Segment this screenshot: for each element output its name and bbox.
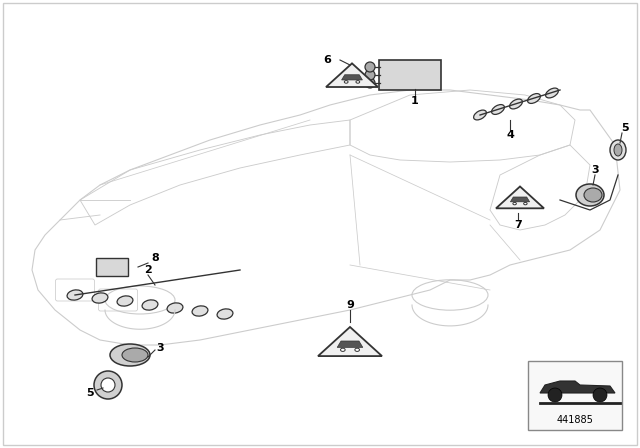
Circle shape [365, 70, 375, 80]
Ellipse shape [117, 296, 133, 306]
Ellipse shape [576, 184, 604, 206]
Circle shape [94, 371, 122, 399]
Circle shape [548, 388, 562, 402]
Polygon shape [511, 197, 530, 202]
Text: 4: 4 [506, 130, 514, 140]
Circle shape [101, 378, 115, 392]
Ellipse shape [142, 300, 158, 310]
Ellipse shape [167, 303, 183, 313]
Polygon shape [496, 186, 544, 208]
Ellipse shape [122, 348, 148, 362]
FancyBboxPatch shape [379, 60, 441, 90]
Ellipse shape [474, 110, 486, 120]
Circle shape [365, 78, 375, 88]
Polygon shape [318, 327, 382, 356]
Ellipse shape [546, 88, 558, 98]
Ellipse shape [509, 99, 522, 109]
Polygon shape [326, 63, 378, 87]
Text: 5: 5 [621, 123, 629, 133]
Ellipse shape [92, 293, 108, 303]
Text: 1: 1 [411, 96, 419, 106]
Ellipse shape [513, 202, 516, 205]
Text: 7: 7 [514, 220, 522, 230]
Ellipse shape [217, 309, 233, 319]
FancyBboxPatch shape [96, 258, 128, 276]
Text: 3: 3 [156, 343, 164, 353]
Ellipse shape [492, 104, 504, 114]
Ellipse shape [610, 140, 626, 160]
Ellipse shape [356, 81, 360, 83]
Circle shape [365, 62, 375, 72]
Text: 6: 6 [323, 55, 331, 65]
Text: 9: 9 [346, 300, 354, 310]
Polygon shape [337, 341, 363, 347]
Text: 5: 5 [86, 388, 94, 398]
Ellipse shape [524, 202, 527, 205]
Ellipse shape [67, 290, 83, 300]
Circle shape [593, 388, 607, 402]
Ellipse shape [340, 348, 345, 351]
FancyBboxPatch shape [528, 361, 622, 430]
Ellipse shape [344, 81, 348, 83]
Ellipse shape [614, 144, 622, 156]
Ellipse shape [110, 344, 150, 366]
Text: 3: 3 [591, 165, 599, 175]
Ellipse shape [192, 306, 208, 316]
Polygon shape [342, 75, 362, 80]
Text: 8: 8 [151, 253, 159, 263]
Text: 441885: 441885 [557, 415, 593, 425]
Ellipse shape [355, 348, 360, 351]
Polygon shape [540, 381, 615, 393]
Ellipse shape [584, 188, 602, 202]
Ellipse shape [527, 94, 540, 103]
Text: 2: 2 [144, 265, 152, 275]
